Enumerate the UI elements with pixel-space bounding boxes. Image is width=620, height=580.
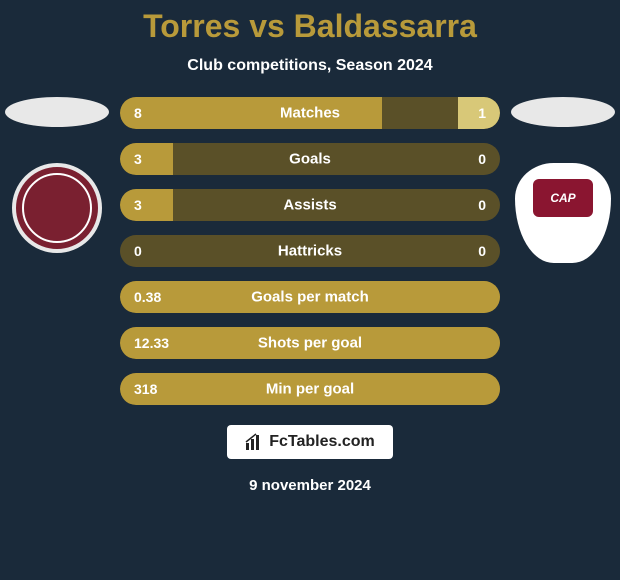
stat-bar-left [120, 189, 173, 221]
infographic-container: Torres vs Baldassarra Club competitions,… [0, 0, 620, 580]
right-player-silhouette [511, 97, 615, 127]
left-side [2, 97, 112, 253]
stat-value-right: 1 [478, 105, 486, 121]
stat-label: Shots per goal [258, 335, 362, 352]
left-team-logo [12, 163, 102, 253]
stat-value-left: 3 [134, 151, 142, 167]
brand-bars-icon [245, 433, 263, 451]
right-team-badge-text: CAP [533, 179, 593, 217]
stat-value-right: 0 [478, 197, 486, 213]
stat-bar-mid [173, 143, 500, 175]
date-text: 9 november 2024 [249, 477, 371, 494]
main-row: 8 1 Matches 3 0 Goals 3 0 Assists 0 0 Hattricks 0.38… [0, 97, 620, 405]
stat-bar-left [120, 143, 173, 175]
page-title: Torres vs Baldassarra [143, 8, 477, 45]
stat-label: Goals [289, 151, 331, 168]
stat-value-left: 0 [134, 243, 142, 259]
stat-value-left: 0.38 [134, 289, 161, 305]
stat-value-left: 8 [134, 105, 142, 121]
right-team-logo: CAP [515, 163, 611, 263]
stat-label: Assists [283, 197, 336, 214]
stat-bar-left [120, 97, 382, 129]
stat-row: 12.33 Shots per goal [120, 327, 500, 359]
right-side: CAP [508, 97, 618, 263]
stat-label: Hattricks [278, 243, 342, 260]
stat-row: 3 0 Goals [120, 143, 500, 175]
stat-row: 8 1 Matches [120, 97, 500, 129]
stat-row: 318 Min per goal [120, 373, 500, 405]
stat-row: 0 0 Hattricks [120, 235, 500, 267]
stat-value-left: 12.33 [134, 335, 169, 351]
stat-value-left: 3 [134, 197, 142, 213]
stat-row: 0.38 Goals per match [120, 281, 500, 313]
stat-label: Goals per match [251, 289, 369, 306]
stat-bar-mid [382, 97, 458, 129]
stat-value-right: 0 [478, 243, 486, 259]
page-subtitle: Club competitions, Season 2024 [187, 57, 432, 75]
stats-list: 8 1 Matches 3 0 Goals 3 0 Assists 0 0 Hattricks 0.38… [120, 97, 500, 405]
brand-badge[interactable]: FcTables.com [227, 425, 393, 459]
stat-value-left: 318 [134, 381, 157, 397]
left-player-silhouette [5, 97, 109, 127]
brand-text: FcTables.com [269, 433, 375, 451]
stat-label: Matches [280, 105, 340, 122]
stat-row: 3 0 Assists [120, 189, 500, 221]
stat-value-right: 0 [478, 151, 486, 167]
stat-label: Min per goal [266, 381, 354, 398]
